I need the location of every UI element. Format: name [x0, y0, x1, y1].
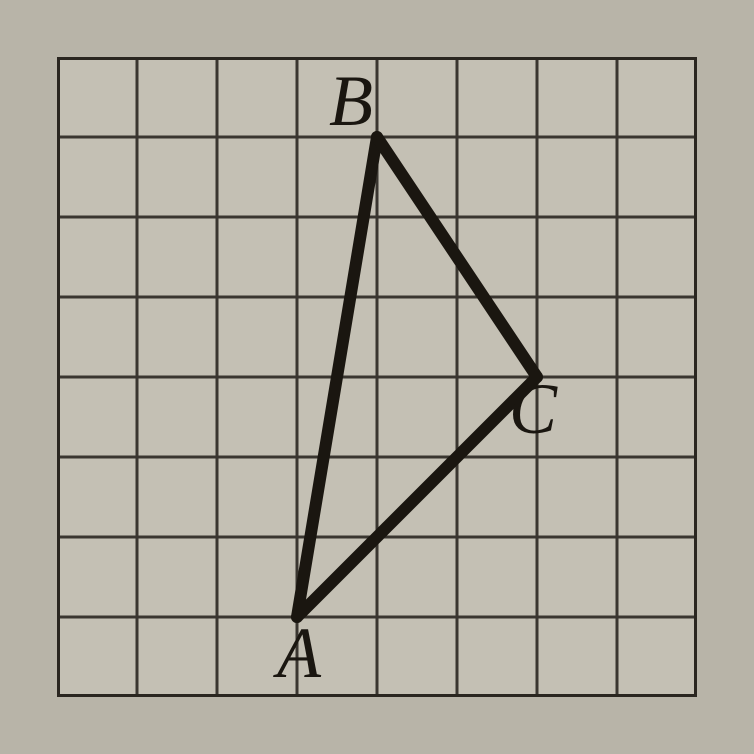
vertex-label-b: B — [329, 61, 373, 141]
vertex-label-c: C — [509, 369, 558, 449]
diagram-container: A B C — [57, 57, 697, 697]
grid-triangle-svg: A B C — [57, 57, 697, 697]
vertex-label-a: A — [273, 613, 322, 693]
